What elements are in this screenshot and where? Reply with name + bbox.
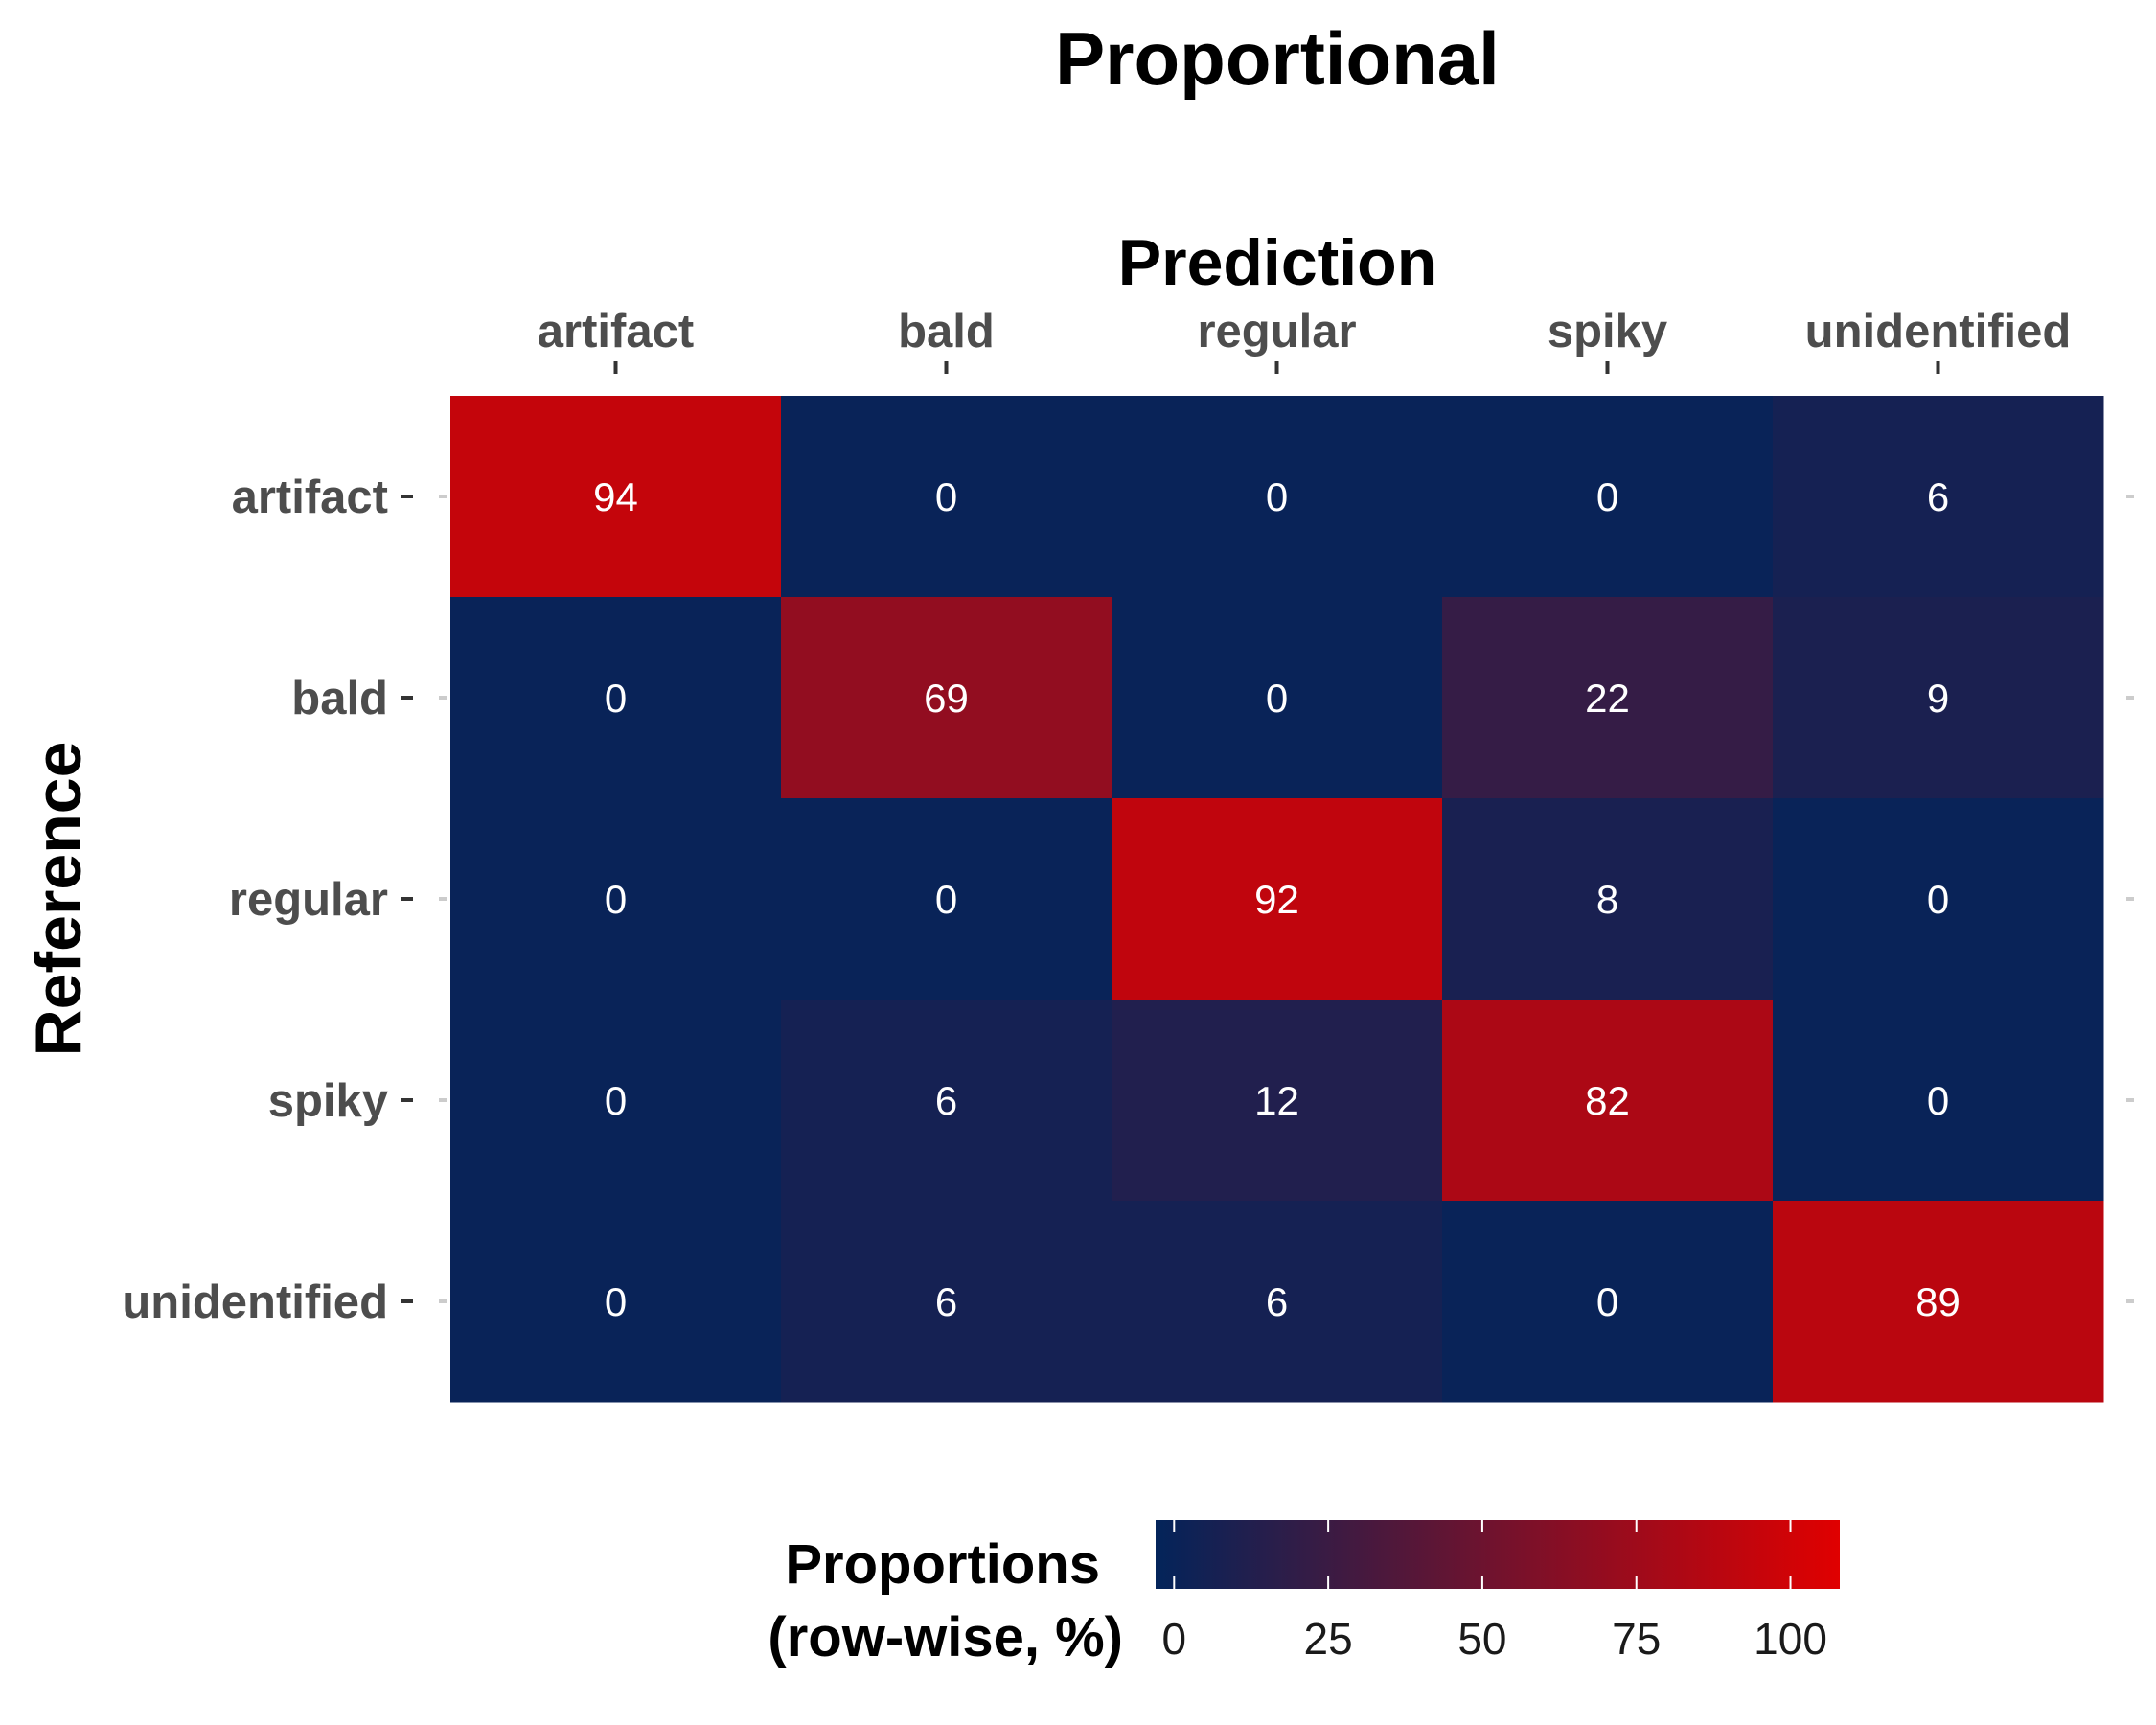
cell-value-label: 92	[1254, 877, 1299, 922]
heatmap-cell	[1112, 798, 1443, 1000]
heatmap-cell	[450, 1000, 782, 1202]
cell-value-label: 69	[924, 676, 969, 721]
heatmap-cell	[1112, 1000, 1443, 1202]
heatmap-cell	[781, 1000, 1112, 1202]
heatmap-cell	[1112, 1201, 1443, 1403]
heatmap-cell	[1773, 798, 2104, 1000]
y-tick-label: bald	[291, 673, 388, 724]
legend-title-line2: (row-wise, %)	[768, 1606, 1123, 1668]
cell-value-label: 22	[1585, 676, 1630, 721]
legend-title-line1: Proportions	[785, 1533, 1100, 1596]
x-tick-label: regular	[1197, 306, 1356, 357]
cell-value-label: 0	[935, 877, 957, 922]
cell-value-label: 82	[1585, 1078, 1630, 1123]
cell-value-label: 89	[1915, 1279, 1961, 1324]
heatmap-cell	[781, 597, 1112, 799]
heatmap-cell	[1773, 1201, 2104, 1403]
cell-value-label: 0	[1927, 877, 1949, 922]
legend-tick-label: 25	[1304, 1614, 1353, 1664]
heatmap-cell	[1442, 396, 1774, 598]
heatmap-cell	[1773, 597, 2104, 799]
cell-value-label: 6	[1927, 474, 1949, 519]
heatmap-cells: 94 0 0 0 6 0 69 0 22 9 0 0 92 8 0 0 6 12 82 0 0 6 6 0 89	[450, 396, 2104, 1403]
heatmap-cell	[1112, 396, 1443, 598]
cell-value-label: 0	[605, 877, 627, 922]
chart-title: Proportional	[1055, 16, 1500, 101]
cell-value-label: 0	[1266, 474, 1288, 519]
heatmap-cell	[1773, 1000, 2104, 1202]
cell-value-label: 94	[593, 474, 638, 519]
cell-value-label: 12	[1254, 1078, 1299, 1123]
x-tick-label: artifact	[538, 306, 694, 357]
heatmap-cell	[781, 798, 1112, 1000]
heatmap-cell	[1442, 1201, 1774, 1403]
heatmap-cell	[1112, 597, 1443, 799]
y-axis-ticks: artifact bald regular spiky unidentified	[122, 472, 2134, 1328]
heatmap-cell	[781, 1201, 1112, 1403]
legend-color-bar	[1156, 1520, 1840, 1589]
cell-value-label: 0	[605, 1279, 627, 1324]
cell-value-label: 9	[1927, 676, 1949, 721]
cell-value-label: 0	[605, 1078, 627, 1123]
cell-value-label: 0	[605, 676, 627, 721]
legend-tick-label: 50	[1457, 1614, 1506, 1664]
heatmap-cell	[1442, 798, 1774, 1000]
heatmap-cell	[450, 1201, 782, 1403]
y-axis-title: Reference	[22, 742, 95, 1057]
heatmap-cell	[450, 396, 782, 598]
color-legend: Proportions (row-wise, %) 0 25 50 75 100	[768, 1520, 1840, 1668]
y-tick-label: regular	[229, 874, 388, 926]
cell-value-label: 6	[935, 1279, 957, 1324]
x-tick-label: bald	[898, 306, 995, 357]
x-tick-label: unidentified	[1805, 306, 2072, 357]
cell-value-label: 6	[1266, 1279, 1288, 1324]
cell-value-label: 6	[935, 1078, 957, 1123]
legend-tick-label: 0	[1162, 1614, 1187, 1664]
x-tick-label: spiky	[1548, 306, 1667, 357]
y-tick-label: artifact	[232, 472, 388, 523]
heatmap-cell	[1442, 1000, 1774, 1202]
y-tick-label: spiky	[268, 1075, 388, 1127]
heatmap-cell	[450, 597, 782, 799]
cell-value-label: 0	[1596, 474, 1618, 519]
cell-value-label: 0	[1266, 676, 1288, 721]
cell-value-label: 0	[1596, 1279, 1618, 1324]
heatmap-cell	[781, 396, 1112, 598]
cell-value-label: 8	[1596, 877, 1618, 922]
x-axis-title: Prediction	[1118, 226, 1437, 299]
cell-value-label: 0	[935, 474, 957, 519]
x-axis-ticks: artifact bald regular spiky unidentified	[538, 306, 2072, 374]
legend-tick-label: 100	[1754, 1614, 1827, 1664]
cell-value-label: 0	[1927, 1078, 1949, 1123]
legend-tick-label: 75	[1612, 1614, 1661, 1664]
heatmap-cell	[1773, 396, 2104, 598]
heatmap-cell	[450, 798, 782, 1000]
y-tick-label: unidentified	[122, 1276, 388, 1328]
heatmap-cell	[1442, 597, 1774, 799]
